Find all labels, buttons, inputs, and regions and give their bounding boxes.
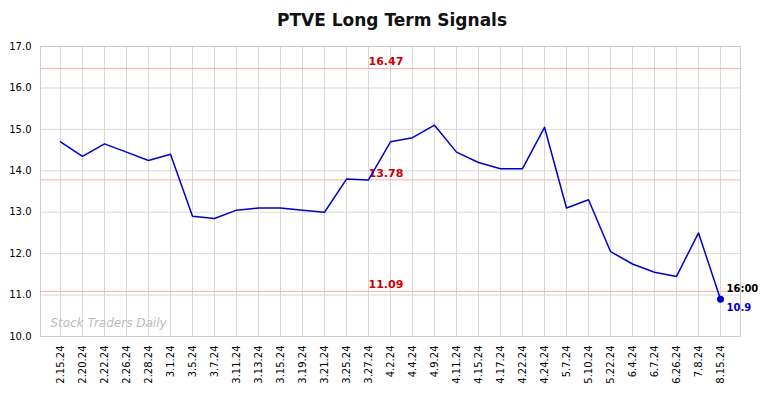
svg-text:3.11.24: 3.11.24 — [231, 346, 242, 384]
svg-text:4.2.24: 4.2.24 — [385, 346, 396, 378]
svg-text:3.7.24: 3.7.24 — [209, 346, 220, 378]
svg-text:3.21.24: 3.21.24 — [319, 346, 330, 384]
svg-text:2.22.24: 2.22.24 — [99, 346, 110, 384]
svg-text:3.1.24: 3.1.24 — [165, 346, 176, 378]
svg-text:6.26.24: 6.26.24 — [671, 346, 682, 384]
svg-text:16.47: 16.47 — [369, 55, 404, 68]
svg-text:4.22.24: 4.22.24 — [517, 346, 528, 384]
svg-text:4.9.24: 4.9.24 — [429, 346, 440, 378]
svg-text:3.27.24: 3.27.24 — [363, 346, 374, 384]
svg-text:11.0: 11.0 — [9, 289, 31, 300]
svg-text:6.4.24: 6.4.24 — [627, 346, 638, 378]
svg-text:14.0: 14.0 — [9, 165, 31, 176]
svg-text:3.5.24: 3.5.24 — [187, 346, 198, 378]
html-text:PTVE Long Term Signals: PTVE Long Term Signals — [277, 10, 507, 30]
svg-text:3.25.24: 3.25.24 — [341, 346, 352, 384]
svg-text:6.7.24: 6.7.24 — [649, 346, 660, 378]
svg-text:4.15.24: 4.15.24 — [473, 346, 484, 384]
svg-text:3.15.24: 3.15.24 — [275, 346, 286, 384]
svg-text:5.7.24: 5.7.24 — [561, 346, 572, 378]
svg-text:4.4.24: 4.4.24 — [407, 346, 418, 378]
svg-text:4.24.24: 4.24.24 — [539, 346, 550, 384]
svg-text:16.0: 16.0 — [9, 82, 31, 93]
svg-text:Stock Traders Daily: Stock Traders Daily — [51, 316, 168, 330]
svg-text:10.9: 10.9 — [727, 302, 752, 313]
svg-text:12.0: 12.0 — [9, 248, 31, 259]
svg-text:15.0: 15.0 — [9, 124, 31, 135]
svg-text:2.26.24: 2.26.24 — [121, 346, 132, 384]
svg-text:2.15.24: 2.15.24 — [55, 346, 66, 384]
svg-text:3.19.24: 3.19.24 — [297, 346, 308, 384]
svg-text:2.28.24: 2.28.24 — [143, 346, 154, 384]
svg-text:5.22.24: 5.22.24 — [605, 346, 616, 384]
svg-text:8.15.24: 8.15.24 — [715, 346, 726, 384]
svg-text:10.0: 10.0 — [9, 331, 31, 342]
svg-text:13.0: 13.0 — [9, 206, 31, 217]
svg-text:13.78: 13.78 — [369, 167, 404, 180]
svg-text:5.10.24: 5.10.24 — [583, 346, 594, 384]
svg-text:4.17.24: 4.17.24 — [495, 346, 506, 384]
svg-text:16:00: 16:00 — [727, 283, 759, 294]
svg-text:3.13.24: 3.13.24 — [253, 346, 264, 384]
svg-text:2.20.24: 2.20.24 — [77, 346, 88, 384]
svg-text:4.11.24: 4.11.24 — [451, 346, 462, 384]
svg-text:17.0: 17.0 — [9, 41, 31, 52]
svg-text:11.09: 11.09 — [369, 278, 404, 291]
svg-text:7.8.24: 7.8.24 — [693, 346, 704, 378]
